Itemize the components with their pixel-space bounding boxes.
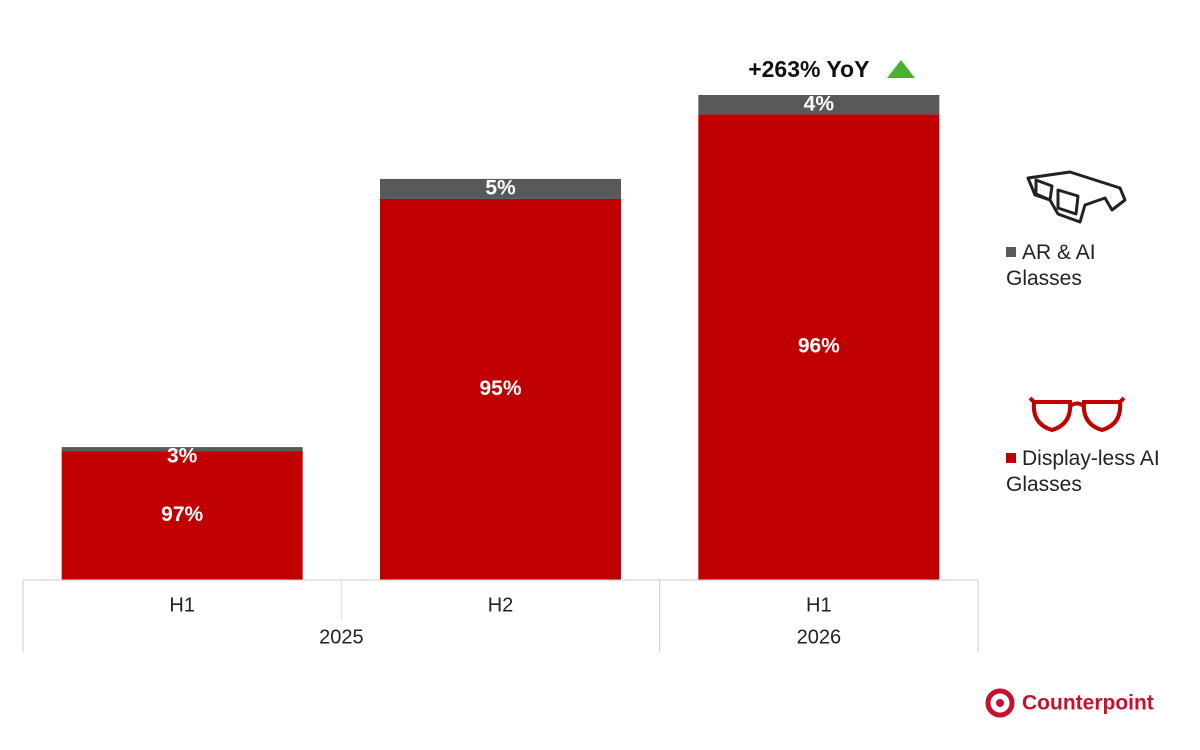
legend-item: AR & AI Glasses [1006, 240, 1116, 292]
brand-logo [985, 688, 1015, 718]
legend-label: Display-less AI Glasses [1006, 447, 1160, 496]
legend-label: AR & AI Glasses [1006, 241, 1096, 290]
bar-segment [698, 95, 940, 115]
group-label: 2026 [797, 626, 842, 648]
legend-icon-ar [1026, 170, 1127, 224]
data-label: 3% [167, 445, 198, 468]
data-label: 97% [161, 503, 203, 526]
legend-icon-glasses [1028, 396, 1126, 433]
bar-segment [61, 451, 303, 580]
brand-name: Counterpoint [1022, 692, 1154, 715]
legend-item: Display-less AI Glasses [1006, 446, 1166, 498]
data-label: 96% [798, 335, 840, 358]
legend-swatch [1006, 453, 1016, 463]
bar-segment [380, 178, 621, 199]
data-label: 95% [479, 377, 521, 400]
x-tick-label: H1 [169, 594, 195, 616]
bar-segment [698, 114, 940, 581]
group-label: 2025 [319, 626, 364, 648]
x-tick-label: H1 [806, 594, 832, 616]
yoy-arrow [887, 60, 915, 78]
bar-segment [380, 198, 621, 580]
bar-segment [61, 447, 303, 452]
legend-swatch [1006, 247, 1016, 257]
x-tick-label: H2 [488, 594, 514, 616]
data-label: 5% [485, 176, 516, 199]
annotation: +263% YoY [748, 56, 869, 82]
data-label: 4% [804, 93, 835, 116]
